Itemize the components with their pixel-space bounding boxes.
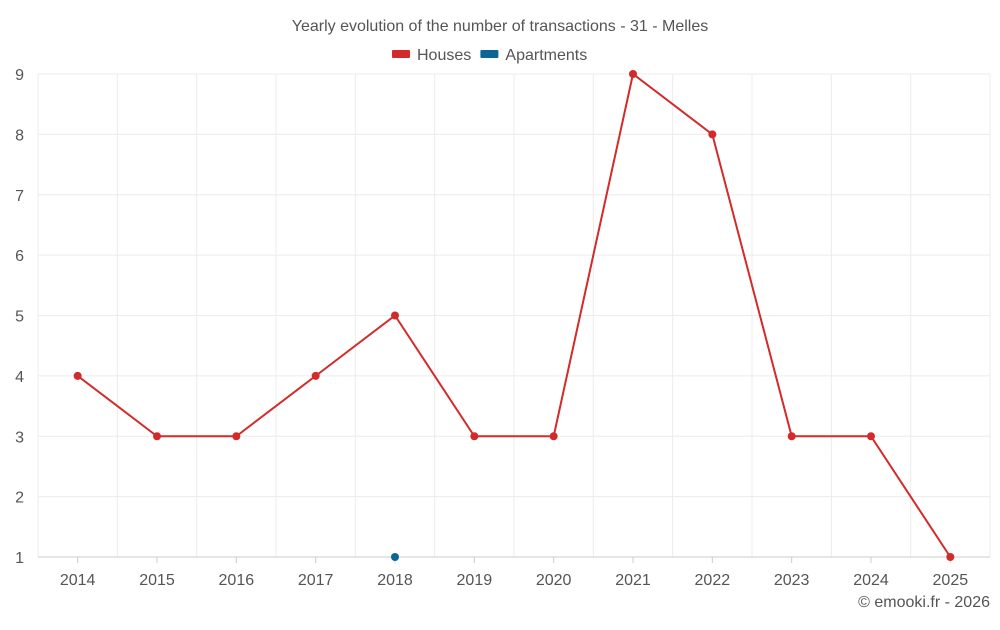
data-point-houses [629,70,637,78]
legend-swatch-houses [392,50,410,58]
x-tick-label: 2016 [219,572,255,589]
series-line-houses [77,73,952,558]
legend-label-apartments: Apartments [505,47,587,64]
y-tick-label: 8 [15,127,24,144]
copyright-footer: © emooki.fr - 2026 [858,594,990,611]
x-tick-label: 2023 [774,572,810,589]
y-tick-label: 6 [15,248,24,265]
x-tick-label: 2025 [933,572,969,589]
chart-title: Yearly evolution of the number of transa… [292,18,709,35]
y-tick-label: 4 [15,369,24,386]
y-tick-label: 1 [15,550,24,567]
x-tick-label: 2020 [536,572,572,589]
x-tick-label: 2015 [139,572,175,589]
data-point-houses [867,432,875,441]
data-point-houses [391,311,399,320]
y-tick-label: 2 [15,490,24,507]
y-tick-label: 9 [15,67,24,84]
y-tick-label: 5 [15,309,24,326]
data-point-houses [73,371,82,380]
x-tick-label: 2022 [695,572,731,589]
data-point-houses [153,432,161,441]
data-point-houses [708,130,717,139]
data-point-houses [549,432,558,441]
legend-swatch-apartments [480,50,499,58]
x-tick-label: 2024 [853,572,889,589]
legend-label-houses: Houses [417,47,471,64]
x-tick-label: 2017 [298,572,334,589]
data-point-apartments [391,553,399,561]
data-point-houses [311,371,320,380]
x-tick-label: 2014 [60,572,96,589]
data-point-houses [232,432,241,441]
x-tick-label: 2021 [615,572,651,589]
data-point-houses [946,553,955,561]
x-tick-label: 2019 [457,572,493,589]
y-tick-label: 3 [15,429,24,446]
data-point-houses [470,432,479,441]
y-tick-label: 7 [15,188,24,205]
x-tick-label: 2018 [377,572,413,589]
data-point-houses [787,432,796,441]
